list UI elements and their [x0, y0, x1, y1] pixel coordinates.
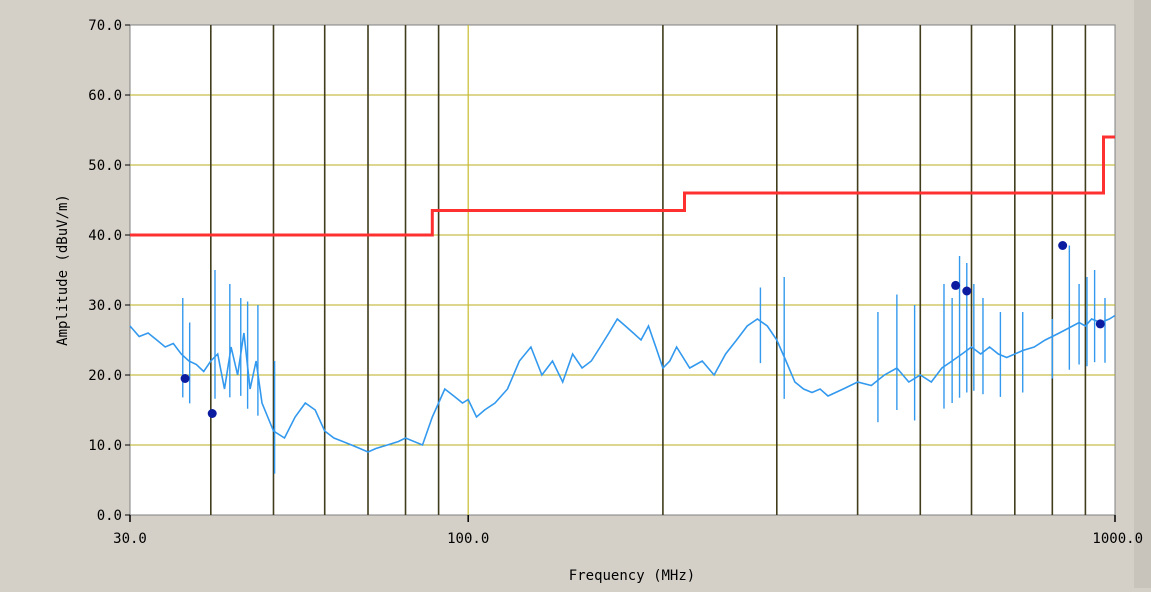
marker-point: [180, 374, 190, 383]
marker-point: [951, 280, 961, 290]
x-axis-label: Frequency (MHz): [569, 568, 695, 584]
y-tick-label: 30.0: [88, 298, 122, 314]
grid: [130, 25, 1115, 515]
marker-point: [1058, 241, 1068, 250]
y-tick-label: 70.0: [88, 18, 122, 34]
marker-point: [207, 409, 217, 418]
scrollbar-track[interactable]: [1134, 0, 1151, 588]
limit-path: [130, 135, 1115, 237]
y-tick-label: 10.0: [88, 438, 122, 454]
trace-line: [129, 314, 1116, 453]
x-tick-label: 100.0: [447, 531, 489, 547]
marker-point: [1095, 319, 1105, 329]
limit-line: [130, 135, 1115, 237]
y-tick-label: 0.0: [97, 508, 122, 524]
y-axis-ticks: 0.0 10.0 20.0 30.0 40.0 50.0 60.0 70.0: [88, 18, 130, 524]
plot-area: [129, 24, 1116, 516]
measured-trace: [129, 245, 1116, 474]
marker-points: [180, 241, 1105, 418]
y-tick-label: 60.0: [88, 88, 122, 104]
x-tick-label: 1000.0: [1092, 531, 1143, 547]
y-axis-label: Amplitude (dBuV/m): [55, 194, 71, 346]
y-tick-label: 40.0: [88, 228, 122, 244]
y-tick-label: 50.0: [88, 158, 122, 174]
marker-point: [962, 286, 972, 296]
x-tick-label: 30.0: [113, 531, 147, 547]
y-tick-label: 20.0: [88, 368, 122, 384]
x-axis-ticks: 30.0 100.0 1000.0: [113, 515, 1143, 547]
